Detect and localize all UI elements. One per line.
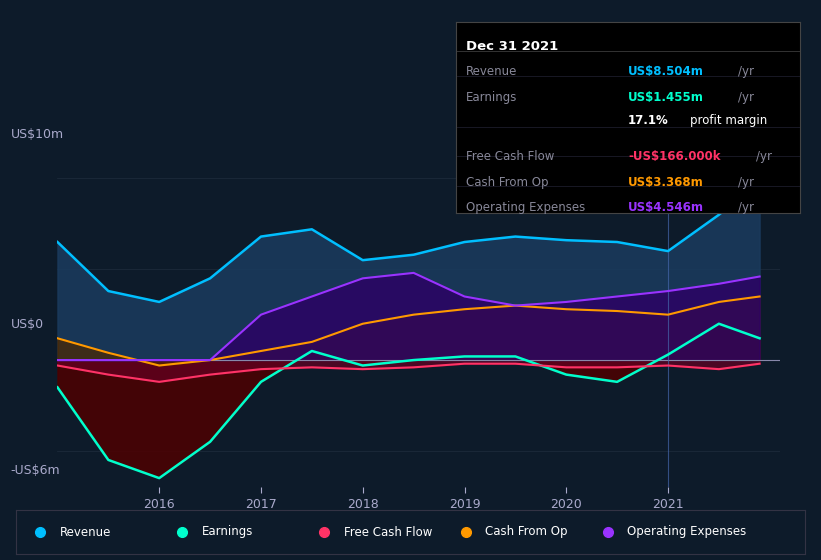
Text: Cash From Op: Cash From Op: [466, 176, 548, 189]
Text: Free Cash Flow: Free Cash Flow: [466, 150, 554, 163]
Text: US$10m: US$10m: [11, 128, 64, 141]
Text: US$8.504m: US$8.504m: [628, 66, 704, 78]
Text: /yr: /yr: [738, 66, 754, 78]
Text: Free Cash Flow: Free Cash Flow: [343, 525, 432, 539]
Text: /yr: /yr: [755, 150, 772, 163]
Text: US$0: US$0: [11, 318, 44, 331]
Text: Earnings: Earnings: [202, 525, 253, 539]
Text: Cash From Op: Cash From Op: [485, 525, 568, 539]
Text: /yr: /yr: [738, 176, 754, 189]
Text: -US$166.000k: -US$166.000k: [628, 150, 721, 163]
Text: Operating Expenses: Operating Expenses: [627, 525, 746, 539]
Text: /yr: /yr: [738, 91, 754, 104]
Text: /yr: /yr: [738, 202, 754, 214]
Text: profit margin: profit margin: [690, 114, 768, 127]
Text: US$4.546m: US$4.546m: [628, 202, 704, 214]
Text: 17.1%: 17.1%: [628, 114, 669, 127]
Text: Earnings: Earnings: [466, 91, 517, 104]
Text: Operating Expenses: Operating Expenses: [466, 202, 585, 214]
Text: -US$6m: -US$6m: [11, 464, 60, 477]
Text: Dec 31 2021: Dec 31 2021: [466, 40, 558, 53]
Text: Revenue: Revenue: [466, 66, 517, 78]
Text: US$3.368m: US$3.368m: [628, 176, 704, 189]
Text: US$1.455m: US$1.455m: [628, 91, 704, 104]
Text: Revenue: Revenue: [60, 525, 111, 539]
